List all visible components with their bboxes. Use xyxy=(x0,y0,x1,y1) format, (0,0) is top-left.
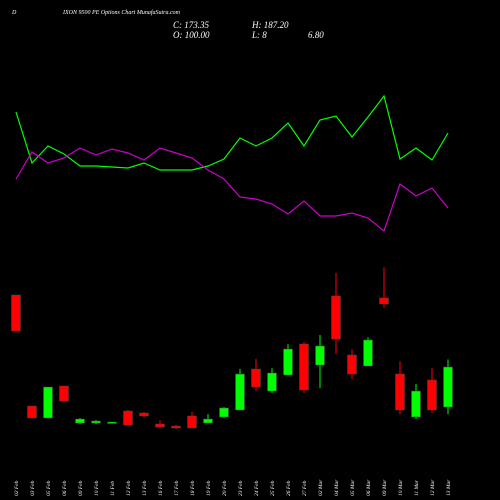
candle-body xyxy=(235,373,245,411)
candle-body xyxy=(107,421,117,424)
x-tick-label: 13 Mar xyxy=(446,479,452,496)
x-tick-label: 18 Feb xyxy=(190,480,196,496)
low-label-tail: 6.80 xyxy=(308,30,324,40)
x-tick-label: 02 Feb xyxy=(14,480,20,496)
candle-body xyxy=(443,366,453,408)
candle-body xyxy=(331,295,341,340)
candle-body xyxy=(139,412,149,417)
x-tick-label: 11 Feb xyxy=(110,481,116,496)
x-tick-label: 03 Feb xyxy=(30,480,36,496)
x-tick-label: 26 Feb xyxy=(286,480,292,496)
candle-body xyxy=(427,379,437,411)
candle-body xyxy=(91,420,101,424)
candle-body xyxy=(155,423,165,428)
candle-body xyxy=(347,354,357,375)
x-tick-label: 09 Mar xyxy=(382,479,388,496)
open-label: O: 100.00 xyxy=(173,30,210,40)
x-tick-label: 05 Mar xyxy=(350,479,356,496)
candle-body xyxy=(59,385,69,402)
symbol-initial: D xyxy=(11,10,17,16)
overlay-line xyxy=(15,147,449,233)
candle-body xyxy=(27,405,37,419)
low-label: L: 8 xyxy=(251,30,267,40)
x-tick-label: 06 Mar xyxy=(366,479,372,496)
candle-body xyxy=(315,345,325,366)
candle-body xyxy=(187,415,197,429)
candle-body xyxy=(363,339,373,367)
close-label: C: 173.35 xyxy=(173,20,210,30)
x-tick-label: 10 Feb xyxy=(94,480,100,496)
x-tick-label: 27 Feb xyxy=(302,480,308,496)
candle-body xyxy=(123,410,133,426)
x-tick-label: 12 Mar xyxy=(430,479,436,496)
x-tick-label: 16 Feb xyxy=(158,480,164,496)
x-tick-label: 25 Feb xyxy=(270,480,276,496)
candle-body xyxy=(395,373,405,411)
candle-body xyxy=(283,348,293,376)
x-tick-label: 12 Feb xyxy=(126,480,132,496)
x-tick-label: 10 Mar xyxy=(398,479,404,496)
x-tick-label: 13 Feb xyxy=(142,480,148,496)
x-tick-label: 04 Mar xyxy=(333,479,340,496)
high-label: H: 187.20 xyxy=(251,20,289,30)
candle-body xyxy=(43,386,53,419)
x-tick-label: 09 Feb xyxy=(78,480,84,496)
candle-body xyxy=(411,390,421,418)
candle-body xyxy=(299,343,309,391)
candle-body xyxy=(267,372,277,392)
x-tick-label: 06 Feb xyxy=(62,480,68,496)
candle-body xyxy=(11,294,21,332)
candle-body xyxy=(379,297,389,305)
candle-body xyxy=(75,418,85,424)
candle-body xyxy=(203,418,213,424)
x-tick-label: 11 Mar xyxy=(414,479,420,496)
x-tick-label: 23 Feb xyxy=(238,480,244,496)
candle-body xyxy=(171,425,181,429)
x-tick-label: 19 Feb xyxy=(206,480,212,496)
candle-body xyxy=(251,368,261,388)
x-tick-label: 02 Mar xyxy=(318,479,324,496)
chart-title: IXON 9500 PE Options Chart MunafaSutra.c… xyxy=(62,9,181,16)
x-tick-label: 20 Feb xyxy=(222,480,228,496)
x-tick-label: 17 Feb xyxy=(174,480,180,496)
candle-body xyxy=(219,407,229,418)
x-tick-label: 05 Feb xyxy=(46,480,52,496)
x-tick-label: 24 Feb xyxy=(253,480,260,496)
overlay-line xyxy=(15,94,449,171)
